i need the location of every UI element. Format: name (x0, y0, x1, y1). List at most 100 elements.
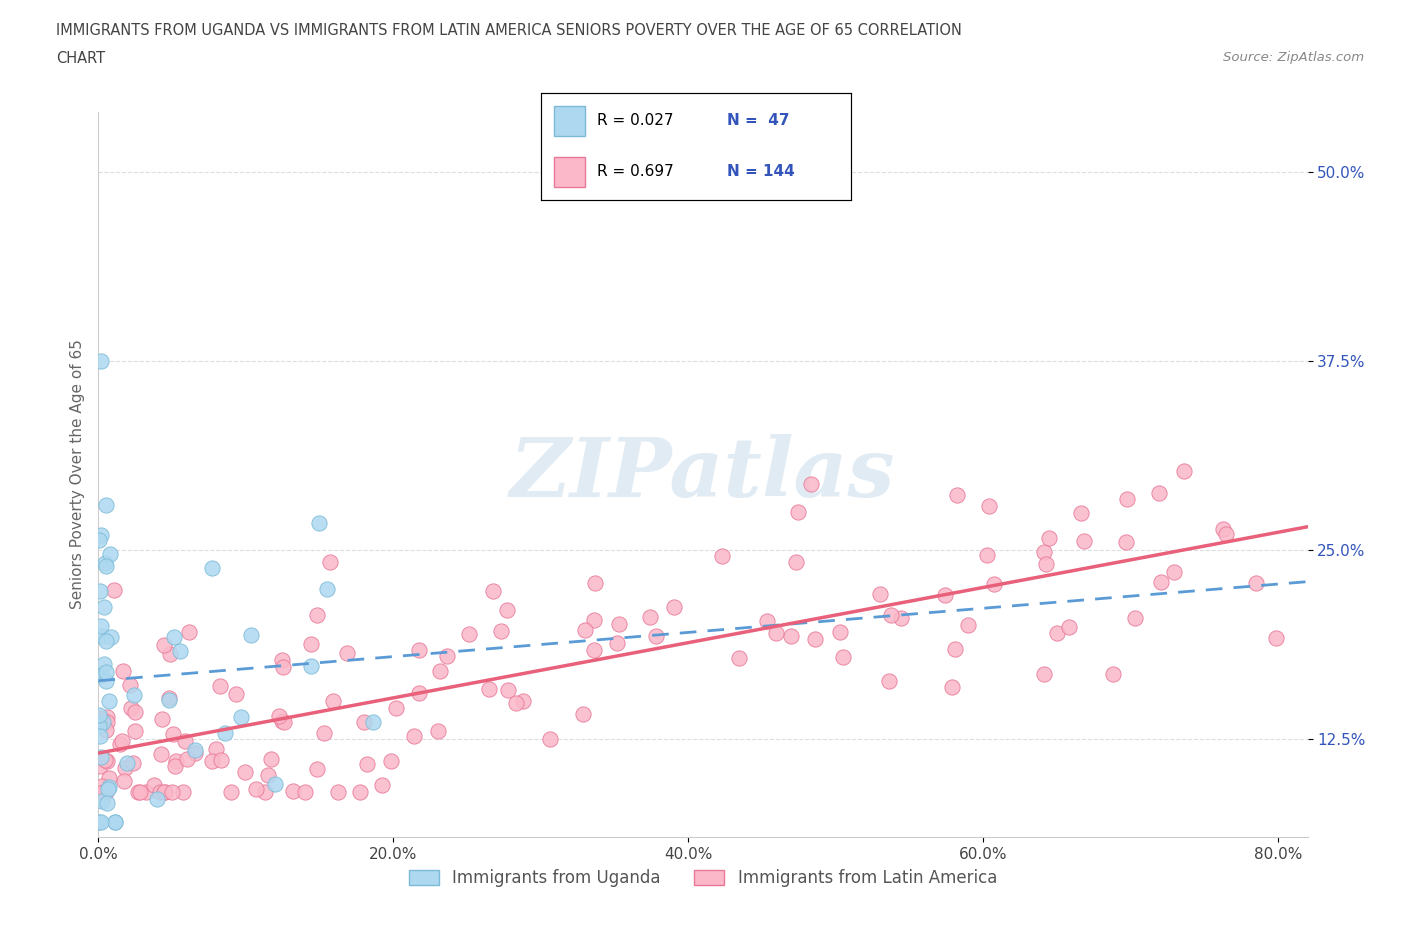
Point (96, 558, 118, 573)
Point (429, 663, 451, 678)
Point (326, 784, 349, 799)
Point (1149, 485, 1171, 500)
Point (583, 576, 606, 591)
Point (149, 784, 172, 799)
Point (89, 728, 111, 743)
Point (710, 549, 733, 564)
Point (371, 777, 394, 792)
Point (90, 527, 112, 542)
Point (271, 714, 294, 729)
Point (976, 547, 998, 562)
Point (1215, 526, 1237, 541)
Point (103, 583, 125, 598)
Point (214, 725, 236, 740)
Point (90, 353, 112, 368)
Point (89, 719, 111, 734)
Point (152, 711, 174, 726)
Point (94, 498, 117, 512)
Point (172, 784, 194, 799)
Point (152, 638, 174, 653)
Point (780, 629, 803, 644)
Point (607, 617, 630, 631)
Point (322, 694, 344, 709)
Point (879, 673, 901, 688)
Point (169, 644, 191, 659)
Point (957, 618, 980, 632)
Point (146, 791, 169, 806)
Point (96, 710, 118, 724)
Point (496, 683, 519, 698)
Point (209, 752, 232, 767)
Point (574, 622, 596, 637)
Point (869, 587, 891, 602)
Point (94, 674, 117, 689)
Text: IMMIGRANTS FROM UGANDA VS IMMIGRANTS FROM LATIN AMERICA SENIORS POVERTY OVER THE: IMMIGRANTS FROM UGANDA VS IMMIGRANTS FRO… (56, 23, 962, 38)
Point (90, 750, 112, 764)
Point (946, 488, 969, 503)
Point (803, 631, 825, 646)
Point (165, 753, 187, 768)
Point (941, 680, 963, 695)
Point (240, 628, 263, 643)
Point (1070, 505, 1092, 520)
Point (90, 815, 112, 830)
Point (756, 613, 779, 628)
Point (572, 707, 595, 722)
Point (943, 642, 966, 657)
Legend: Immigrants from Uganda, Immigrants from Latin America: Immigrants from Uganda, Immigrants from … (402, 863, 1004, 894)
Point (112, 663, 135, 678)
Point (93, 657, 115, 671)
Point (96, 795, 118, 810)
Point (505, 696, 527, 711)
Point (1116, 491, 1139, 506)
Point (299, 658, 322, 673)
Point (98, 779, 121, 794)
Point (495, 603, 517, 618)
Point (127, 784, 149, 799)
Point (404, 729, 426, 744)
Point (1073, 533, 1095, 548)
Point (662, 600, 685, 615)
Bar (554, 157, 585, 187)
Point (253, 784, 276, 799)
Point (1033, 666, 1056, 681)
Point (353, 714, 375, 729)
Point (828, 624, 851, 639)
Point (1115, 535, 1137, 550)
Text: R = 0.027: R = 0.027 (598, 113, 673, 127)
Point (205, 741, 228, 756)
Point (1212, 522, 1234, 537)
Text: N =  47: N = 47 (727, 113, 789, 127)
Point (153, 784, 176, 799)
Point (245, 781, 267, 796)
Point (606, 636, 628, 651)
Point (90, 778, 112, 793)
Point (176, 751, 198, 766)
Text: N = 144: N = 144 (727, 164, 794, 179)
Point (163, 630, 186, 644)
Point (122, 755, 145, 770)
Point (87, 533, 110, 548)
Point (184, 746, 207, 761)
Point (108, 737, 131, 751)
Point (93, 784, 115, 799)
Point (1163, 565, 1185, 579)
Point (97, 781, 120, 796)
Point (319, 554, 342, 569)
Point (380, 754, 402, 769)
Point (349, 784, 371, 799)
Point (89, 758, 111, 773)
Point (336, 645, 359, 660)
Text: Source: ZipAtlas.com: Source: ZipAtlas.com (1223, 51, 1364, 64)
Point (94, 633, 117, 648)
Text: R = 0.697: R = 0.697 (598, 164, 673, 179)
Point (1046, 626, 1069, 641)
Point (482, 584, 505, 599)
Point (96, 753, 118, 768)
Point (89, 584, 111, 599)
Point (640, 609, 662, 624)
Point (1264, 631, 1286, 645)
Text: ZIPatlas: ZIPatlas (510, 434, 896, 514)
Point (94, 555, 117, 570)
Point (269, 709, 291, 724)
